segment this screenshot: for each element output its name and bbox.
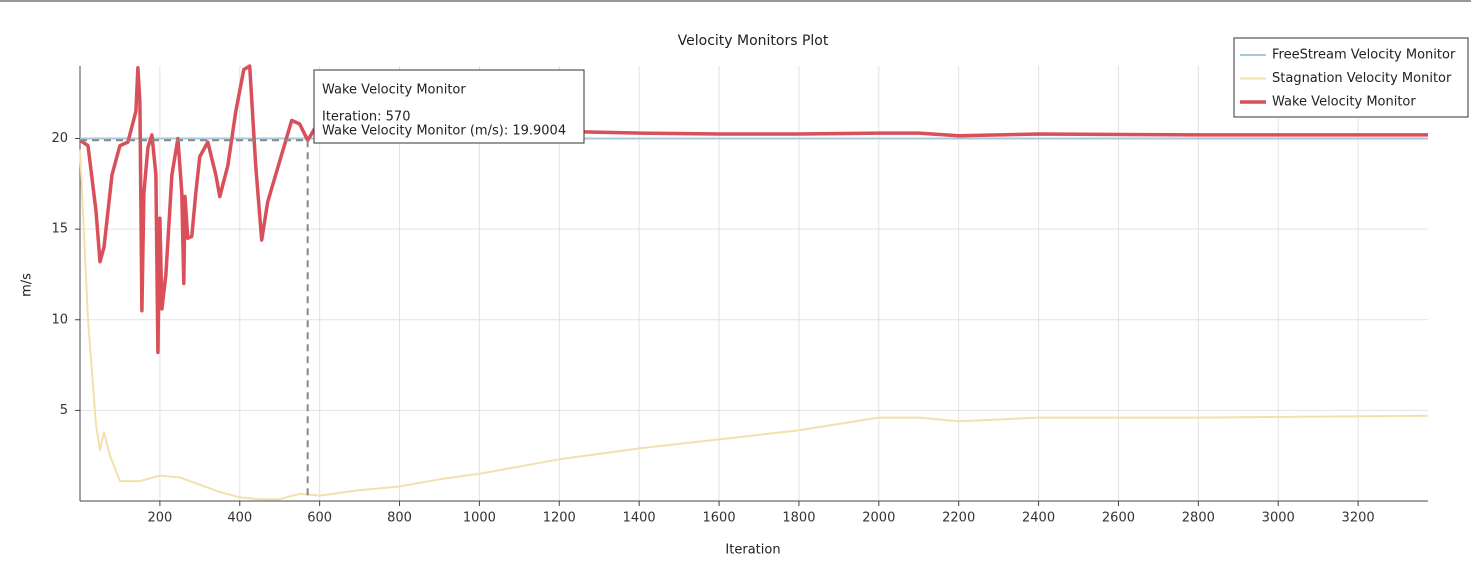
legend-label: Stagnation Velocity Monitor bbox=[1272, 71, 1452, 86]
x-tick-label: 200 bbox=[147, 511, 172, 526]
tooltip-line: Wake Velocity Monitor (m/s): 19.9004 bbox=[322, 124, 566, 139]
tooltip: Wake Velocity Monitor Iteration: 570Wake … bbox=[313, 69, 585, 144]
legend-label: Wake Velocity Monitor bbox=[1272, 95, 1416, 110]
x-tick-label: 2400 bbox=[1022, 511, 1055, 526]
x-tick-label: 3000 bbox=[1262, 511, 1295, 526]
tooltip-line: Iteration: 570 bbox=[322, 110, 410, 125]
x-tick-label: 1000 bbox=[463, 511, 496, 526]
tooltip-box bbox=[313, 69, 585, 144]
x-tick-label: 600 bbox=[307, 511, 332, 526]
x-tick-label: 1800 bbox=[782, 511, 815, 526]
series-line bbox=[79, 149, 1429, 501]
x-tick-label: 2800 bbox=[1182, 511, 1215, 526]
x-tick-label: 2200 bbox=[942, 511, 975, 526]
x-tick-label: 2000 bbox=[862, 511, 895, 526]
y-tick-label: 5 bbox=[60, 403, 68, 418]
y-tick-label: 20 bbox=[51, 131, 68, 146]
legend-box bbox=[1233, 37, 1469, 118]
x-tick-label: 800 bbox=[387, 511, 412, 526]
y-tick-label: 15 bbox=[51, 222, 68, 237]
x-tick-label: 2600 bbox=[1102, 511, 1135, 526]
chart-title: Velocity Monitors Plot bbox=[678, 33, 829, 49]
legend-label: FreeStream Velocity Monitor bbox=[1272, 48, 1456, 63]
x-tick-label: 1600 bbox=[703, 511, 736, 526]
tooltip-title: Wake Velocity Monitor bbox=[322, 83, 466, 98]
x-tick-label: 1200 bbox=[543, 511, 576, 526]
x-tick-label: 3200 bbox=[1342, 511, 1375, 526]
y-axis-label: m/s bbox=[20, 273, 35, 297]
y-tick-label: 10 bbox=[51, 312, 68, 327]
x-axis-label: Iteration bbox=[725, 543, 780, 558]
x-tick-label: 400 bbox=[227, 511, 252, 526]
x-tick-label: 1400 bbox=[623, 511, 656, 526]
series-line bbox=[79, 64, 1428, 355]
legend: FreeStream Velocity Monitor Stagnation Ve… bbox=[1233, 37, 1469, 118]
